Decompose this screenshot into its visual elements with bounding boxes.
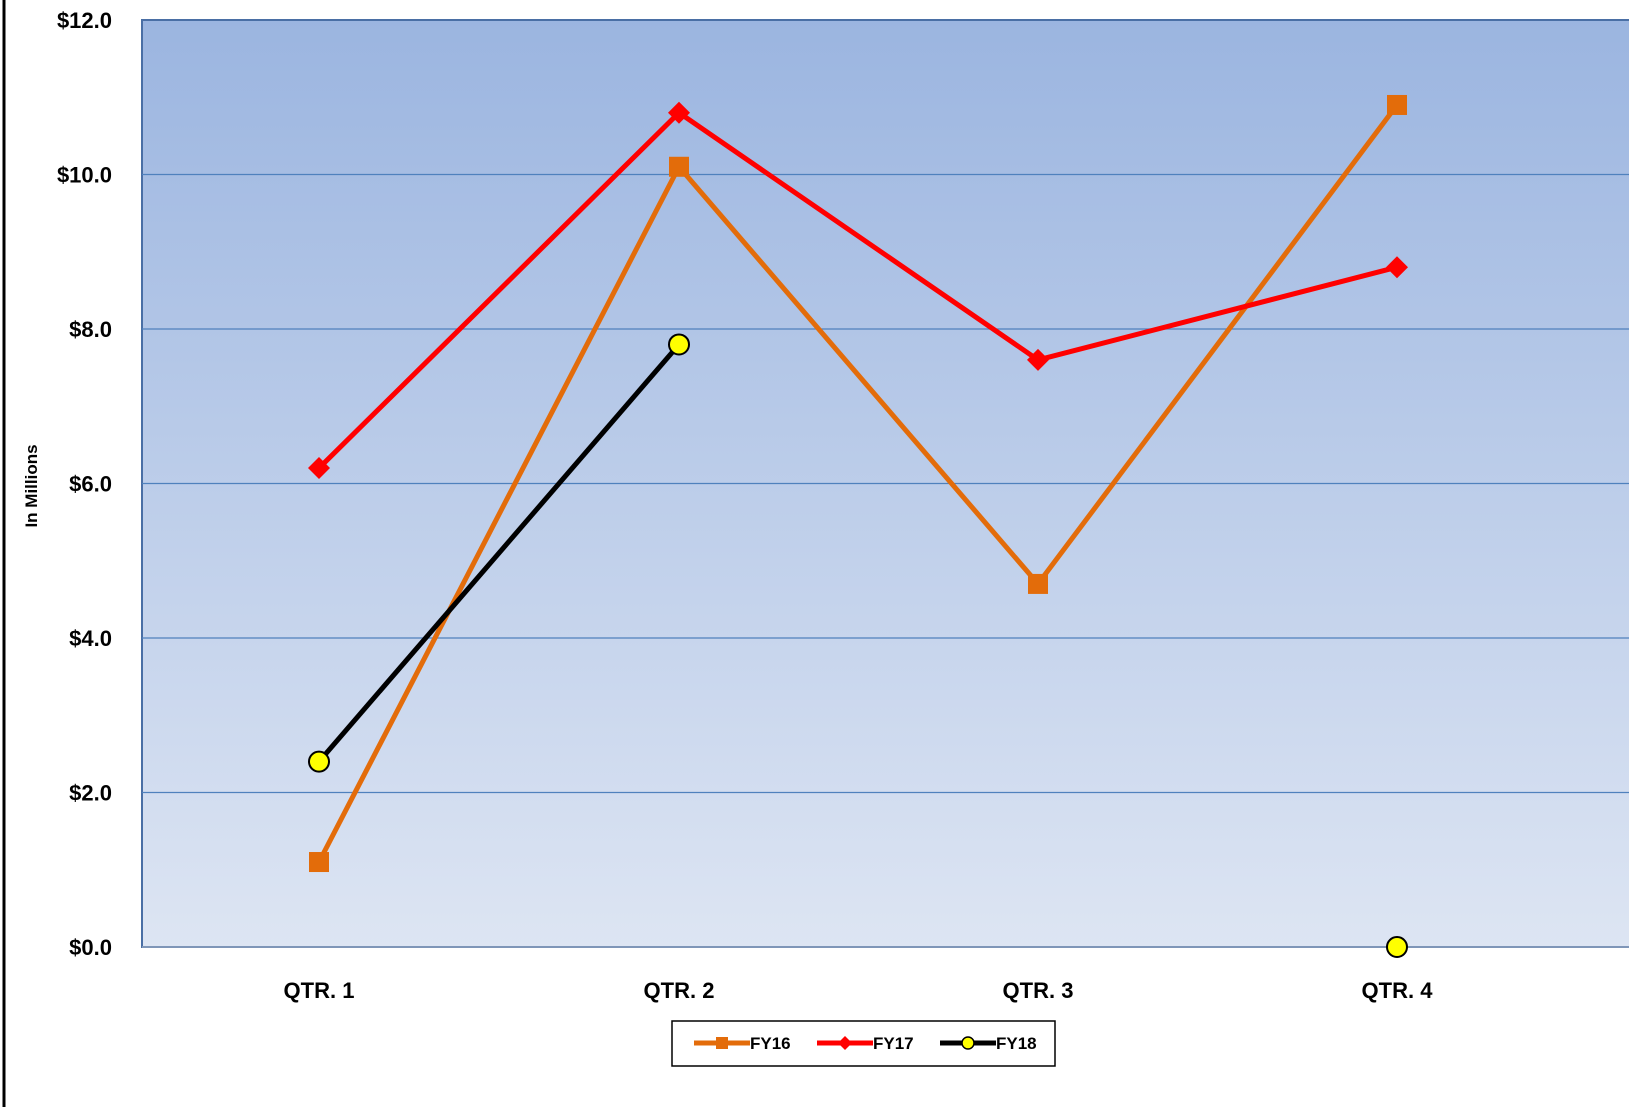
y-tick-label: $6.0	[69, 472, 112, 497]
legend-marker	[838, 1036, 852, 1050]
y-axis-title: In Millions	[22, 444, 41, 527]
series-line-fy17	[317, 110, 1398, 470]
x-axis-tick-labels: QTR. 1 QTR. 2 QTR. 3 QTR. 4	[284, 978, 1434, 1003]
legend-item-fy17: FY17	[817, 1034, 914, 1053]
data-point-fy17	[668, 101, 690, 124]
data-point-fy16	[669, 156, 689, 177]
y-tick-label: $12.0	[57, 8, 112, 33]
y-tick-label: $4.0	[69, 626, 112, 651]
y-tick-label: $8.0	[69, 317, 112, 342]
series-fy16	[309, 94, 1407, 873]
data-point-fy16	[1387, 94, 1407, 115]
data-point-fy17	[1386, 256, 1408, 279]
series-layer	[308, 94, 1408, 958]
y-tick-label: $10.0	[57, 163, 112, 188]
legend-item-fy16: FY16	[694, 1034, 791, 1053]
legend: FY16 FY17 FY18	[671, 1020, 1056, 1067]
series-line-fy16	[316, 103, 1400, 864]
data-point-fy17	[308, 457, 330, 480]
series-fy17	[308, 101, 1408, 480]
data-point-fy16	[309, 852, 329, 873]
data-point-fy17	[1027, 348, 1049, 371]
y-tick-label: $0.0	[69, 935, 112, 960]
legend-label: FY17	[873, 1034, 914, 1053]
legend-item-fy18: FY18	[940, 1034, 1037, 1053]
legend-label: FY18	[996, 1034, 1037, 1053]
data-point-fy18	[668, 333, 690, 356]
legend-marker	[961, 1036, 975, 1050]
legend-label: FY16	[750, 1034, 791, 1053]
x-tick-label: QTR. 1	[284, 978, 355, 1003]
legend-marker	[716, 1037, 728, 1049]
data-point-fy16	[1028, 573, 1048, 594]
x-tick-label: QTR. 4	[1362, 978, 1434, 1003]
y-axis-tick-labels: $0.0 $2.0 $4.0 $6.0 $8.0 $10.0 $12.0	[57, 8, 112, 960]
x-tick-label: QTR. 2	[644, 978, 715, 1003]
data-point-fy18	[308, 750, 330, 773]
y-tick-label: $2.0	[69, 781, 112, 806]
series-line-fy18	[317, 342, 681, 764]
series-fy18	[308, 333, 1408, 958]
data-point-fy18	[1386, 936, 1408, 958]
x-tick-label: QTR. 3	[1003, 978, 1074, 1003]
gridlines	[142, 173, 1629, 948]
